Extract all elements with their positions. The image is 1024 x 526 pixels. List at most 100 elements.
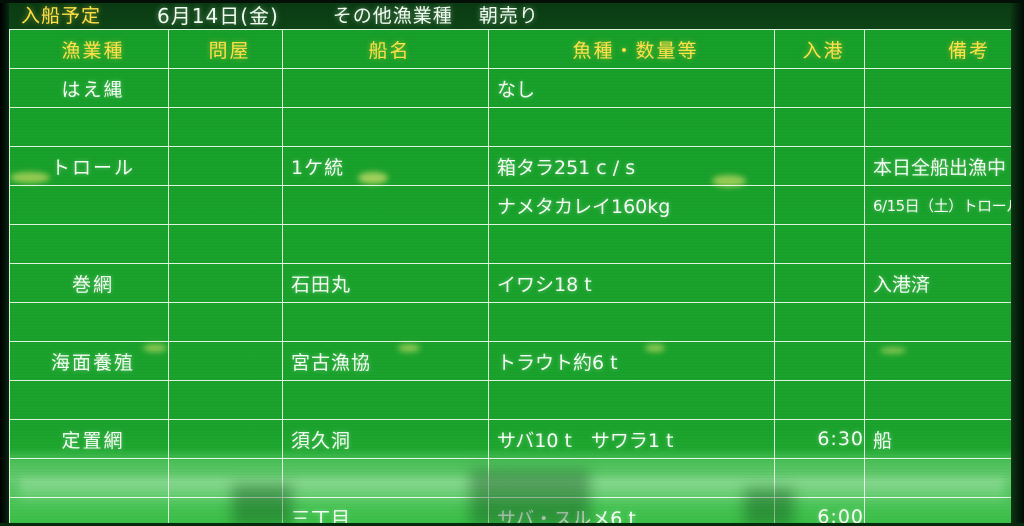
sign-frame-left: [0, 0, 9, 526]
table-row: ナメタカレイ160kg 6/15日（土）トロール休漁: [9, 185, 1024, 225]
table-row: [9, 302, 1024, 342]
cell-kind: 巻網: [9, 263, 169, 303]
table-row: 海面養殖 宮古漁協 トラウト約6 t: [9, 341, 1024, 381]
cell-catch: トラウト約6 t: [488, 341, 775, 381]
cell-note: 本日全船出漁中: [864, 146, 1024, 186]
cell-kind: トロール: [9, 146, 169, 186]
cell-note: 入港済: [864, 263, 1024, 303]
cell-catch: [488, 107, 775, 147]
board-titlebar: 入船予定 6月14日(金) その他漁業種 朝売り: [9, 0, 1011, 29]
cell-broker: [168, 458, 283, 498]
schedule-table: 漁業種 問屋 船名 魚種・数量等 入港 備考 はえ縄 なし トロール 1ケ統 箱タラ25…: [9, 29, 1024, 526]
cell-note: [864, 68, 1024, 108]
cell-catch: サバ10 t サワラ1 t: [488, 419, 775, 459]
cell-broker: [168, 419, 283, 459]
cell-broker: [168, 302, 283, 342]
table-row: 定置網 須久洞 サバ10 t サワラ1 t 6:30 船: [9, 419, 1024, 459]
schedule-grid: 漁業種 問屋 船名 魚種・数量等 入港 備考 はえ縄 なし トロール 1ケ統 箱タラ25…: [9, 29, 1024, 526]
cell-arrival: [774, 146, 865, 186]
cell-note: [864, 224, 1024, 264]
cell-catch: ナメタカレイ160kg: [488, 185, 775, 225]
cell-broker: [168, 185, 283, 225]
cell-note: [864, 458, 1024, 498]
cell-kind: [9, 224, 169, 264]
table-row: [9, 458, 1024, 498]
cell-kind: [9, 185, 169, 225]
cell-ship: 1ケ統: [282, 146, 489, 186]
cell-catch: [488, 224, 775, 264]
table-row: [9, 224, 1024, 264]
column-header-ship: 船名: [282, 29, 489, 69]
cell-arrival: [774, 341, 865, 381]
cell-note: [864, 341, 1024, 381]
board-date: 6月14日(金): [157, 4, 279, 28]
cell-kind: [9, 458, 169, 498]
cell-broker: [168, 107, 283, 147]
cell-ship: [282, 302, 489, 342]
table-row: [9, 107, 1024, 147]
table-row: はえ縄 なし: [9, 68, 1024, 108]
cell-ship: 三丁目: [282, 497, 489, 526]
cell-ship: [282, 224, 489, 264]
header-row: 漁業種 問屋 船名 魚種・数量等 入港 備考: [9, 29, 1024, 69]
cell-arrival: [774, 458, 865, 498]
column-header-arrival: 入港: [774, 29, 865, 69]
cell-ship: [282, 107, 489, 147]
cell-ship: 石田丸: [282, 263, 489, 303]
cell-note: [864, 380, 1024, 420]
column-header-kind: 漁業種: [9, 29, 169, 69]
cell-catch: なし: [488, 68, 775, 108]
cell-catch: [488, 302, 775, 342]
cell-kind: [9, 497, 169, 526]
cell-arrival: [774, 107, 865, 147]
cell-broker: [168, 146, 283, 186]
cell-broker: [168, 68, 283, 108]
cell-broker: [168, 380, 283, 420]
cell-ship: 須久洞: [282, 419, 489, 459]
cell-kind: 海面養殖: [9, 341, 169, 381]
board-category: その他漁業種: [332, 5, 453, 27]
cell-kind: [9, 302, 169, 342]
sign-frame-top: [0, 0, 1024, 3]
cell-ship: [282, 380, 489, 420]
cell-broker: [168, 263, 283, 303]
table-row: トロール 1ケ統 箱タラ251 c / s 本日全船出漁中: [9, 146, 1024, 186]
cell-broker: [168, 224, 283, 264]
cell-arrival: 6:00: [774, 497, 865, 526]
table-row: 三丁目 サバ・スルメ6 t 6:00: [9, 497, 1024, 526]
table-row: 巻網 石田丸 イワシ18 t 入港済: [9, 263, 1024, 303]
table-header: 漁業種 問屋 船名 魚種・数量等 入港 備考: [9, 29, 1024, 69]
cell-catch: サバ・スルメ6 t: [488, 497, 775, 526]
board-title: 入船予定: [21, 5, 102, 27]
board-sale-label: 朝売り: [478, 5, 539, 27]
cell-catch: イワシ18 t: [488, 263, 775, 303]
table-body: はえ縄 なし トロール 1ケ統 箱タラ251 c / s 本日全船出漁中 ナメタカレイ160…: [9, 68, 1024, 526]
cell-arrival: 6:30: [774, 419, 865, 459]
cell-note: 船: [864, 419, 1024, 459]
cell-broker: [168, 341, 283, 381]
cell-arrival: [774, 380, 865, 420]
cell-kind: 定置網: [9, 419, 169, 459]
sign-frame-bottom: [0, 523, 1024, 526]
column-header-broker: 問屋: [168, 29, 283, 69]
column-header-catch: 魚種・数量等: [488, 29, 775, 69]
cell-broker: [168, 497, 283, 526]
sign-frame-right: [1011, 0, 1024, 526]
cell-arrival: [774, 185, 865, 225]
cell-arrival: [774, 263, 865, 303]
cell-note: 6/15日（土）トロール休漁: [864, 185, 1024, 225]
cell-ship: [282, 458, 489, 498]
cell-kind: [9, 380, 169, 420]
cell-note: [864, 497, 1024, 526]
cell-kind: はえ縄: [9, 68, 169, 108]
cell-arrival: [774, 68, 865, 108]
table-row: [9, 380, 1024, 420]
cell-catch: [488, 458, 775, 498]
cell-ship: [282, 68, 489, 108]
cell-ship: 宮古漁協: [282, 341, 489, 381]
cell-arrival: [774, 224, 865, 264]
cell-kind: [9, 107, 169, 147]
cell-note: [864, 302, 1024, 342]
cell-note: [864, 107, 1024, 147]
